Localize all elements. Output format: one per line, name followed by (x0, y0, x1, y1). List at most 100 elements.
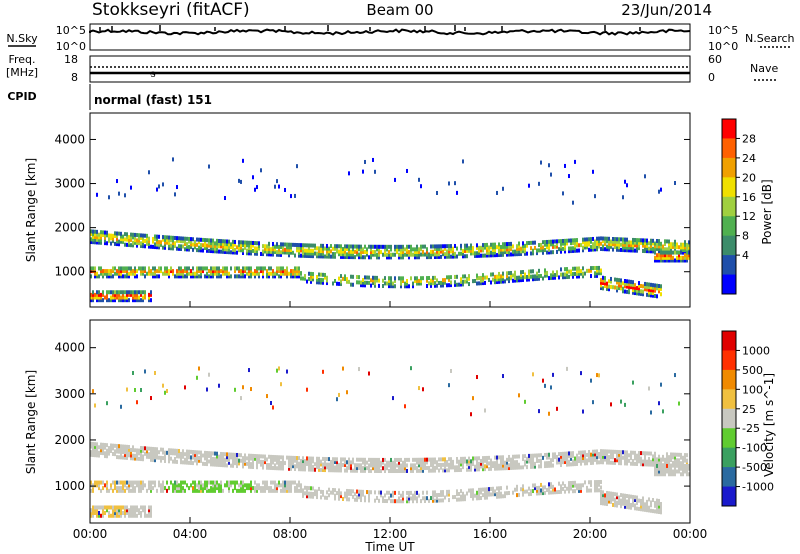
heatmap-cell (136, 505, 138, 510)
heatmap-cell (532, 251, 534, 256)
heatmap-cell (130, 271, 132, 276)
heatmap-cell (298, 461, 300, 466)
heatmap-cell (528, 269, 530, 274)
heatmap-cell (282, 488, 284, 493)
heatmap-cell (646, 292, 648, 297)
heatmap-cell (648, 462, 650, 467)
heatmap-cell (626, 242, 628, 247)
heatmap-cell (610, 402, 612, 407)
heatmap-cell (560, 272, 562, 277)
heatmap-cell (100, 298, 102, 303)
heatmap-cell (232, 488, 234, 493)
heatmap-cell (306, 461, 308, 466)
heatmap-cell (676, 258, 678, 263)
heatmap-cell (312, 459, 314, 464)
heatmap-cell (206, 238, 208, 243)
heatmap-cell (98, 292, 100, 297)
heatmap-cell (432, 281, 434, 286)
heatmap-cell (508, 463, 510, 468)
heatmap-cell (114, 443, 116, 448)
heatmap-cell (546, 270, 548, 275)
heatmap-cell (530, 246, 532, 251)
heatmap-cell (112, 266, 114, 271)
heatmap-cell (528, 453, 530, 458)
heatmap-cell (684, 240, 686, 245)
heatmap-cell (374, 250, 376, 255)
heatmap-cell (274, 463, 276, 468)
heatmap-cell (662, 457, 664, 462)
heatmap-cell (342, 246, 344, 251)
heatmap-cell (652, 238, 654, 243)
heatmap-cell (346, 255, 348, 260)
heatmap-cell (132, 292, 134, 297)
heatmap-cell (508, 244, 510, 249)
heatmap-cell (164, 269, 166, 274)
heatmap-cell (592, 458, 594, 463)
heatmap-cell (528, 277, 530, 282)
heatmap-cell (202, 266, 204, 271)
heatmap-cell (136, 453, 138, 458)
heatmap-cell (436, 465, 438, 470)
heatmap-cell (226, 250, 228, 255)
heatmap-cell (446, 249, 448, 254)
colorbar-tick-label: 4 (742, 249, 749, 262)
heatmap-cell (400, 247, 402, 252)
heatmap-cell (642, 289, 644, 294)
heatmap-cell (120, 266, 122, 271)
heatmap-cell (612, 452, 614, 457)
heatmap-cell (262, 274, 264, 279)
heatmap-cell (424, 460, 426, 465)
heatmap-cell (256, 486, 258, 491)
heatmap-cell (278, 184, 280, 189)
heatmap-cell (552, 490, 554, 495)
heatmap-cell (312, 486, 314, 491)
heatmap-cell (348, 171, 350, 176)
heatmap-cell (268, 247, 270, 252)
heatmap-cell (534, 274, 536, 279)
heatmap-cell (260, 459, 262, 464)
heatmap-cell (166, 488, 168, 493)
heatmap-cell (480, 281, 482, 286)
heatmap-cell (514, 273, 516, 278)
heatmap-cell (650, 500, 652, 505)
heatmap-cell (112, 298, 114, 303)
heatmap-cell (490, 245, 492, 250)
heatmap-cell (632, 243, 634, 248)
heatmap-cell (482, 464, 484, 469)
heatmap-cell (92, 229, 94, 234)
heatmap-cell (622, 286, 624, 291)
heatmap-cell (192, 452, 194, 457)
heatmap-cell (600, 449, 602, 454)
heatmap-cell (478, 456, 480, 461)
heatmap-cell (586, 237, 588, 242)
heatmap-cell (406, 499, 408, 504)
heatmap-cell (316, 246, 318, 251)
heatmap-cell (286, 266, 288, 271)
heatmap-cell (248, 269, 250, 274)
heatmap-cell (270, 460, 272, 465)
heatmap-cell (366, 252, 368, 257)
heatmap-cell (254, 454, 256, 459)
heatmap-cell (604, 452, 606, 457)
heatmap-cell (202, 248, 204, 253)
heatmap-cell (210, 454, 212, 459)
heatmap-cell (154, 452, 156, 457)
heatmap-cell (500, 252, 502, 257)
heatmap-cell (328, 251, 330, 256)
heatmap-cell (206, 483, 208, 488)
heatmap-cell (450, 254, 452, 259)
heatmap-cell (374, 169, 376, 174)
heatmap-cell (656, 501, 658, 506)
y-tick-label: 1000 (54, 479, 85, 493)
heatmap-cell (544, 490, 546, 495)
heatmap-cell (312, 272, 314, 277)
heatmap-cell (100, 480, 102, 485)
heatmap-cell (426, 249, 428, 254)
heatmap-cell (578, 450, 580, 455)
heatmap-cell (210, 266, 212, 271)
heatmap-cell (334, 488, 336, 493)
heatmap-cell (582, 455, 584, 460)
heatmap-cell (680, 250, 682, 255)
heatmap-cell (622, 450, 624, 455)
heatmap-cell (442, 252, 444, 257)
